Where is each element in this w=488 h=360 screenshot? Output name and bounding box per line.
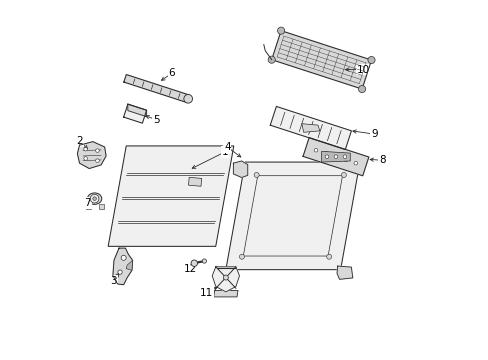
- Text: 12: 12: [183, 264, 196, 274]
- Text: 4: 4: [224, 142, 230, 152]
- Polygon shape: [225, 162, 359, 270]
- Circle shape: [239, 254, 244, 259]
- Polygon shape: [85, 204, 90, 209]
- Circle shape: [96, 149, 99, 152]
- Polygon shape: [321, 151, 349, 162]
- Circle shape: [267, 56, 275, 63]
- Polygon shape: [123, 75, 189, 103]
- Polygon shape: [233, 161, 247, 177]
- Circle shape: [314, 148, 317, 152]
- Polygon shape: [108, 146, 233, 246]
- Circle shape: [183, 94, 192, 103]
- Polygon shape: [270, 107, 351, 149]
- Text: 10: 10: [356, 64, 369, 75]
- Circle shape: [344, 158, 347, 162]
- Circle shape: [118, 270, 122, 274]
- Circle shape: [325, 155, 328, 158]
- Circle shape: [223, 275, 228, 280]
- Circle shape: [83, 147, 87, 151]
- Text: 11: 11: [200, 288, 213, 298]
- Polygon shape: [113, 248, 132, 285]
- Circle shape: [353, 161, 357, 165]
- Circle shape: [254, 172, 259, 177]
- Polygon shape: [303, 138, 368, 176]
- Text: 7: 7: [84, 198, 91, 208]
- Circle shape: [367, 57, 374, 64]
- Polygon shape: [188, 177, 201, 186]
- Polygon shape: [99, 204, 103, 209]
- Polygon shape: [213, 291, 238, 297]
- Polygon shape: [271, 31, 371, 89]
- Circle shape: [202, 259, 206, 263]
- Circle shape: [341, 172, 346, 177]
- Text: 9: 9: [370, 129, 377, 139]
- Circle shape: [333, 155, 337, 158]
- Circle shape: [333, 155, 337, 158]
- Text: 2: 2: [76, 136, 82, 146]
- Circle shape: [96, 159, 99, 162]
- Text: 3: 3: [110, 276, 117, 286]
- Polygon shape: [126, 260, 132, 270]
- Circle shape: [277, 27, 284, 34]
- Text: 8: 8: [379, 155, 385, 165]
- Circle shape: [358, 85, 365, 93]
- Circle shape: [83, 157, 87, 160]
- Polygon shape: [243, 176, 342, 256]
- Circle shape: [343, 155, 346, 158]
- Polygon shape: [301, 124, 319, 132]
- Circle shape: [324, 152, 327, 155]
- Circle shape: [191, 260, 197, 266]
- Polygon shape: [77, 141, 106, 168]
- Circle shape: [90, 194, 99, 203]
- Polygon shape: [336, 266, 352, 279]
- Circle shape: [326, 254, 331, 259]
- Circle shape: [93, 197, 96, 201]
- Text: 1: 1: [221, 147, 227, 157]
- Circle shape: [121, 255, 126, 260]
- Text: 6: 6: [168, 68, 175, 78]
- Polygon shape: [123, 104, 146, 123]
- Text: 5: 5: [153, 115, 160, 125]
- Polygon shape: [127, 104, 146, 117]
- Polygon shape: [212, 267, 239, 292]
- Ellipse shape: [87, 193, 102, 204]
